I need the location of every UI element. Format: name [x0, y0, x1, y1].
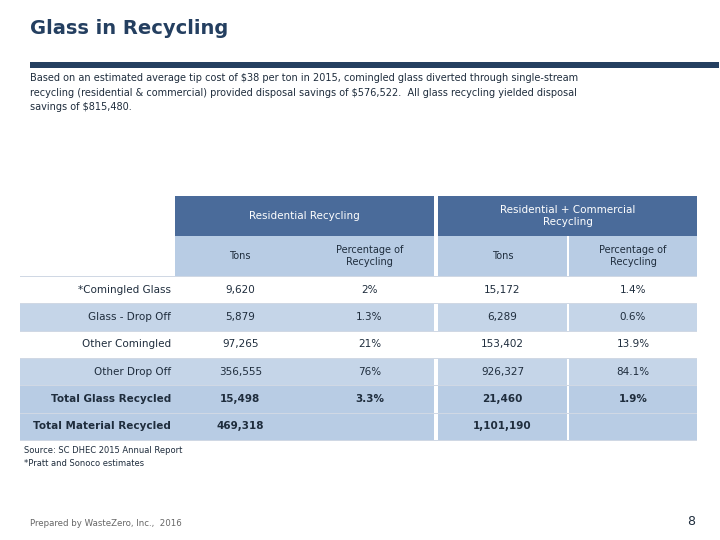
Text: Prepared by WasteZero, Inc.,  2016: Prepared by WasteZero, Inc., 2016 — [30, 519, 182, 528]
Text: 97,265: 97,265 — [222, 339, 258, 349]
Text: 21,460: 21,460 — [482, 394, 523, 404]
Text: 5,879: 5,879 — [225, 312, 255, 322]
Text: Tons: Tons — [230, 251, 251, 261]
Text: 3.3%: 3.3% — [355, 394, 384, 404]
Text: Based on an estimated average tip cost of $38 per ton in 2015, comingled glass d: Based on an estimated average tip cost o… — [30, 73, 578, 112]
Text: Other Drop Off: Other Drop Off — [94, 367, 171, 377]
Text: 15,172: 15,172 — [485, 285, 521, 295]
Text: *Comingled Glass: *Comingled Glass — [78, 285, 171, 295]
Text: Percentage of
Recycling: Percentage of Recycling — [599, 245, 667, 267]
Text: 926,327: 926,327 — [481, 367, 524, 377]
Text: Source: SC DHEC 2015 Annual Report
*Pratt and Sonoco estimates: Source: SC DHEC 2015 Annual Report *Prat… — [24, 446, 182, 468]
Text: 8: 8 — [687, 515, 695, 528]
Text: 153,402: 153,402 — [481, 339, 524, 349]
Text: Residential Recycling: Residential Recycling — [249, 211, 359, 221]
Text: 76%: 76% — [358, 367, 381, 377]
Text: 1.4%: 1.4% — [620, 285, 647, 295]
Text: 84.1%: 84.1% — [616, 367, 649, 377]
Text: 1,101,190: 1,101,190 — [473, 421, 532, 431]
Text: Total Material Recycled: Total Material Recycled — [33, 421, 171, 431]
Text: Residential + Commercial
Recycling: Residential + Commercial Recycling — [500, 205, 636, 227]
Text: Tons: Tons — [492, 251, 513, 261]
Text: 356,555: 356,555 — [219, 367, 262, 377]
Text: 469,318: 469,318 — [217, 421, 264, 431]
Text: 6,289: 6,289 — [487, 312, 518, 322]
Text: 13.9%: 13.9% — [616, 339, 649, 349]
Text: 9,620: 9,620 — [225, 285, 255, 295]
Text: 1.9%: 1.9% — [618, 394, 647, 404]
Text: 21%: 21% — [358, 339, 381, 349]
Text: 0.6%: 0.6% — [620, 312, 646, 322]
Text: Percentage of
Recycling: Percentage of Recycling — [336, 245, 403, 267]
Text: Glass in Recycling: Glass in Recycling — [30, 19, 228, 38]
Text: 1.3%: 1.3% — [356, 312, 383, 322]
Text: 2%: 2% — [361, 285, 378, 295]
Text: Glass - Drop Off: Glass - Drop Off — [88, 312, 171, 322]
Text: Total Glass Recycled: Total Glass Recycled — [50, 394, 171, 404]
Text: 15,498: 15,498 — [220, 394, 261, 404]
Text: Other Comingled: Other Comingled — [82, 339, 171, 349]
